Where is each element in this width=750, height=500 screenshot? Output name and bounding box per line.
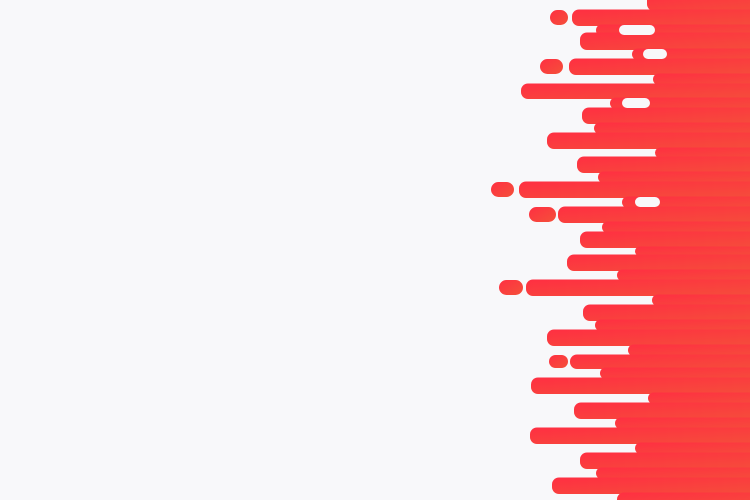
red-bar: [547, 132, 750, 149]
red-bar: [602, 221, 750, 233]
red-bar: [558, 206, 750, 223]
red-pill: [491, 182, 514, 197]
red-bar: [635, 246, 750, 256]
white-pill: [619, 25, 655, 35]
red-bar: [648, 392, 750, 404]
red-bar: [652, 294, 750, 306]
red-bar: [647, 0, 750, 11]
red-bar: [628, 344, 750, 356]
red-bar: [583, 304, 750, 321]
red-pill: [549, 355, 568, 368]
red-bar: [577, 156, 750, 173]
red-bar: [615, 417, 750, 429]
white-gap-group: [619, 25, 667, 207]
red-bar: [595, 319, 750, 331]
red-pill: [529, 207, 556, 222]
white-pill: [635, 197, 660, 207]
red-bar: [600, 367, 750, 379]
red-bar: [580, 231, 750, 248]
red-bar: [635, 442, 750, 454]
red-pill: [499, 280, 523, 295]
red-bar: [655, 147, 750, 158]
red-bar: [521, 83, 750, 99]
red-bar: [552, 477, 750, 494]
red-bar: [617, 269, 750, 281]
red-bar: [594, 122, 750, 134]
white-pill: [622, 98, 650, 108]
red-bar: [519, 181, 750, 198]
red-bar: [574, 402, 750, 419]
red-pill: [550, 10, 568, 25]
red-bar: [580, 32, 750, 50]
red-bar: [570, 354, 750, 369]
red-bar: [653, 73, 750, 85]
red-bar: [598, 171, 750, 183]
red-bar: [582, 107, 750, 124]
red-bar: [530, 427, 750, 444]
red-bar: [580, 452, 750, 469]
red-bar: [617, 492, 750, 500]
red-bar: [572, 9, 750, 26]
red-pill: [540, 59, 563, 74]
red-bar: [596, 467, 750, 479]
red-bar: [547, 329, 750, 346]
red-bar: [531, 377, 750, 394]
red-bar: [567, 254, 750, 271]
white-pill: [643, 49, 667, 59]
red-bar: [526, 279, 750, 296]
red-bar: [569, 58, 750, 75]
